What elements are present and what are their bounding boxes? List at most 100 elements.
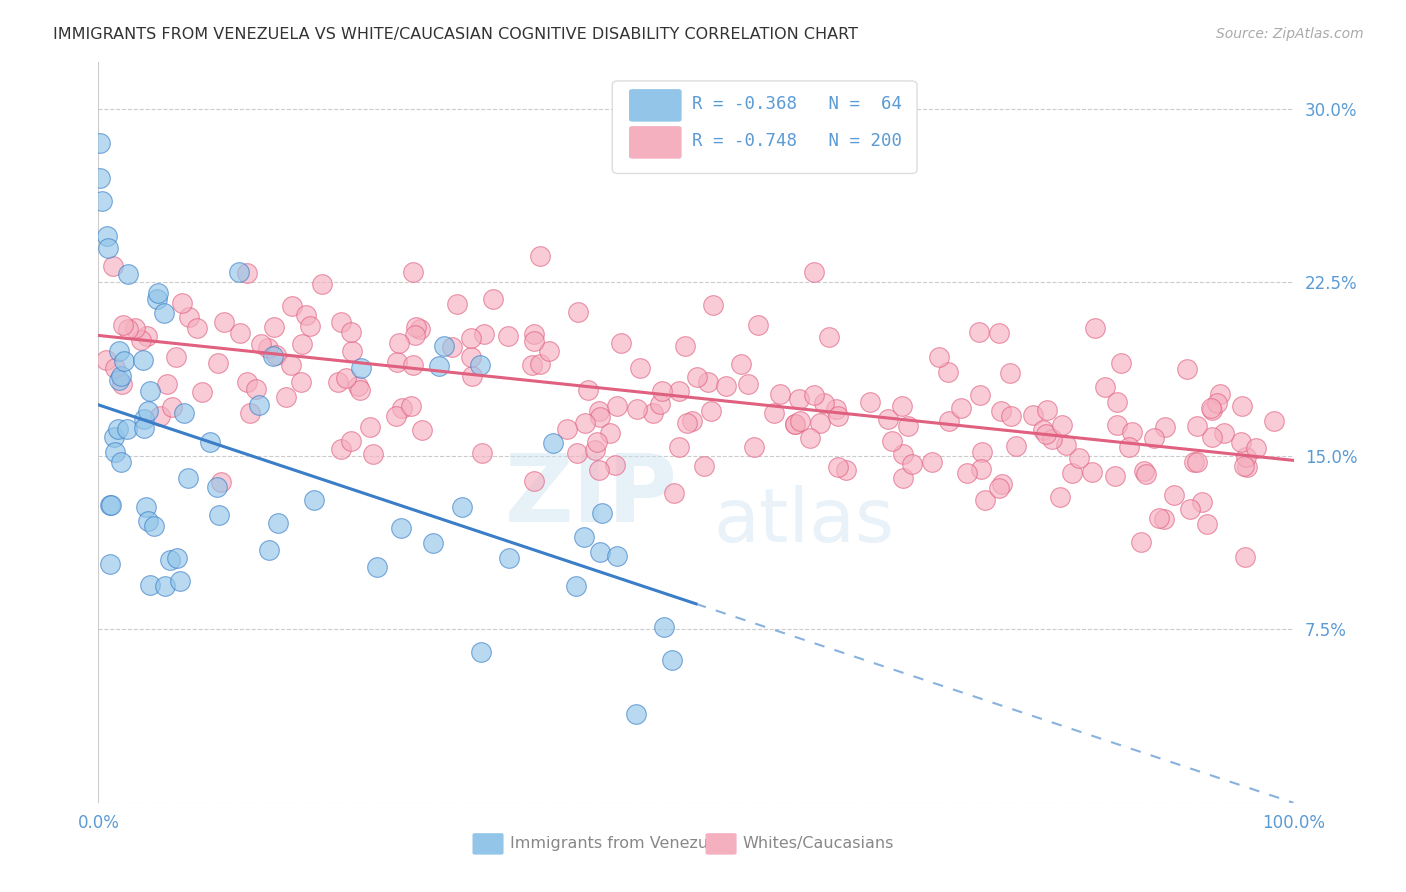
Point [153, 306, 176, 320]
Point [1035, 403, 1057, 417]
Point [96, 353, 118, 368]
Point [523, 334, 546, 348]
Point [668, 384, 690, 398]
Point [787, 392, 810, 406]
Point [555, 422, 578, 436]
Point [247, 399, 270, 413]
Point [700, 404, 723, 418]
Point [267, 516, 290, 531]
Point [350, 360, 373, 375]
Point [117, 322, 139, 336]
Point [460, 331, 482, 345]
Point [209, 475, 232, 489]
Point [990, 404, 1012, 418]
Point [446, 297, 468, 311]
Point [212, 315, 235, 329]
Point [148, 286, 170, 301]
Point [1129, 534, 1152, 549]
Point [626, 707, 648, 722]
Point [970, 462, 993, 476]
Point [969, 387, 991, 401]
Point [470, 359, 492, 373]
Point [149, 409, 172, 424]
Point [998, 366, 1021, 380]
Point [409, 322, 432, 336]
Point [650, 397, 672, 411]
Point [165, 350, 187, 364]
Point [1054, 438, 1077, 452]
Point [298, 318, 321, 333]
Point [1232, 399, 1254, 413]
Point [340, 344, 363, 359]
Point [205, 480, 228, 494]
Point [173, 406, 195, 420]
Point [686, 370, 709, 384]
Point [652, 620, 675, 634]
Point [988, 326, 1011, 340]
Point [1195, 516, 1218, 531]
Point [825, 402, 848, 417]
Point [266, 348, 288, 362]
Point [347, 379, 370, 393]
Point [827, 409, 849, 424]
Point [928, 350, 950, 364]
Point [529, 249, 551, 263]
Point [730, 357, 752, 371]
Point [1178, 502, 1201, 516]
Point [891, 447, 914, 461]
Point [664, 486, 686, 500]
Point [668, 440, 690, 454]
Point [177, 310, 200, 325]
Point [207, 356, 229, 370]
Point [349, 383, 371, 397]
Point [901, 457, 924, 471]
Point [440, 340, 463, 354]
Point [259, 542, 281, 557]
FancyBboxPatch shape [628, 126, 682, 159]
Point [139, 578, 162, 592]
Point [172, 296, 194, 310]
Point [742, 440, 765, 454]
Point [176, 470, 198, 484]
Point [460, 350, 482, 364]
Point [974, 493, 997, 508]
Point [330, 315, 353, 329]
Point [108, 344, 131, 359]
Point [1163, 488, 1185, 502]
Point [146, 292, 169, 306]
Point [1032, 423, 1054, 437]
Point [339, 325, 361, 339]
Point [433, 339, 456, 353]
Point [482, 292, 505, 306]
Point [987, 481, 1010, 495]
Point [156, 377, 179, 392]
Point [970, 445, 993, 459]
Text: atlas: atlas [714, 485, 894, 558]
Point [583, 443, 606, 458]
Point [366, 559, 388, 574]
Point [402, 358, 425, 372]
Point [606, 399, 628, 413]
Point [520, 358, 543, 372]
Point [591, 506, 613, 520]
Point [498, 551, 520, 566]
Point [1084, 321, 1107, 335]
Point [827, 459, 849, 474]
Point [153, 579, 176, 593]
Point [1182, 455, 1205, 469]
Point [329, 442, 352, 456]
Point [250, 336, 273, 351]
Point [117, 422, 139, 436]
Point [1035, 426, 1057, 441]
Point [385, 409, 408, 424]
Text: ZIP: ZIP [505, 450, 678, 541]
Point [588, 462, 610, 476]
Point [104, 360, 127, 375]
Point [136, 403, 159, 417]
Text: Whites/Caucasians: Whites/Caucasians [742, 836, 894, 851]
Point [112, 353, 135, 368]
Point [1175, 362, 1198, 376]
Point [1022, 408, 1045, 422]
Point [97, 240, 120, 255]
Point [626, 402, 648, 417]
